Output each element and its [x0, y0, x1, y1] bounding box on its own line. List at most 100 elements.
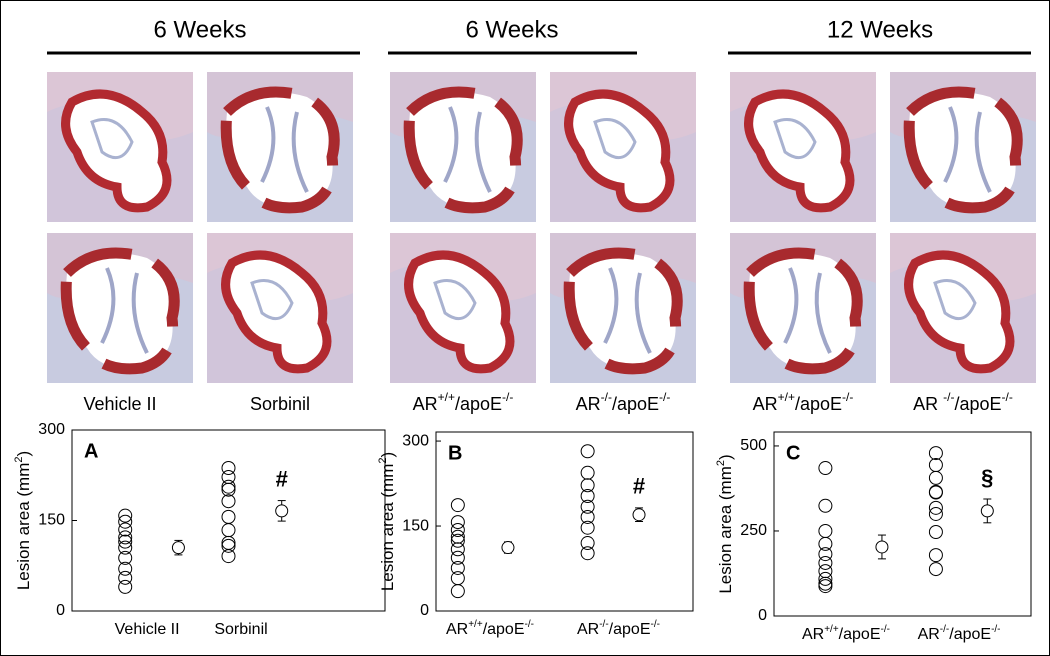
- text-part: AR: [446, 621, 468, 638]
- text-part: ): [378, 452, 397, 458]
- text-part: /apoE: [839, 626, 881, 643]
- mean-marker: [875, 540, 889, 554]
- data-point: [818, 564, 833, 579]
- superscript: -/-: [525, 619, 534, 630]
- text-part: Vehicle II: [115, 621, 180, 638]
- plot-frame: [773, 431, 1032, 617]
- superscript: +/+: [824, 624, 839, 635]
- text-part: AR: [753, 394, 778, 414]
- y-axis-label: Lesion area (mm2): [715, 454, 736, 593]
- superscript: 2: [715, 460, 727, 466]
- y-tick-label: 500: [740, 437, 767, 454]
- data-point: [450, 571, 465, 586]
- y-tick-label: 150: [38, 512, 65, 529]
- significance-mark: #: [633, 474, 645, 499]
- text-part: Lesion area (mm: [14, 463, 33, 591]
- caption: Vehicle II: [83, 394, 156, 414]
- x-tick-label: AR+/+/apoE-/-: [802, 624, 890, 643]
- superscript: -/-: [601, 390, 612, 404]
- text-part: ): [716, 454, 735, 460]
- data-point: [118, 522, 133, 537]
- text-part: /apoE: [609, 621, 651, 638]
- y-tick-label: 0: [56, 602, 65, 619]
- panel-label: A: [84, 440, 98, 462]
- data-point: [221, 482, 236, 497]
- data-point: [118, 561, 133, 576]
- x-tick-label: Sorbinil: [214, 621, 267, 638]
- micrograph: [890, 233, 1036, 383]
- x-tick-label: AR+/+/apoE-/-: [446, 619, 534, 638]
- data-point: [221, 494, 236, 509]
- y-tick-label: 300: [38, 421, 65, 438]
- superscript: -/-: [599, 619, 608, 630]
- text-part: Sorbinil: [250, 394, 310, 414]
- text-part: ): [14, 451, 33, 457]
- data-point: [118, 508, 133, 523]
- superscript: -/-: [880, 624, 889, 635]
- data-point: [928, 470, 943, 485]
- text-part: Sorbinil: [214, 621, 267, 638]
- data-point: [221, 535, 236, 550]
- significance-mark: §: [981, 465, 993, 490]
- y-tick-label: 0: [420, 602, 429, 619]
- caption: AR+/+/apoE-/-: [753, 390, 854, 414]
- mean-marker: [980, 504, 994, 518]
- text-part: /apoE: [795, 394, 842, 414]
- data-point: [450, 542, 465, 557]
- data-point: [818, 579, 833, 594]
- data-point: [118, 514, 133, 529]
- mean-marker: [501, 541, 515, 555]
- superscript: -/-: [1002, 390, 1013, 404]
- micrograph: [390, 72, 536, 222]
- data-point: [928, 457, 943, 472]
- micrograph: [550, 233, 696, 383]
- micrograph: [550, 72, 696, 222]
- text-part: AR: [413, 394, 438, 414]
- data-point: [818, 571, 833, 586]
- data-point: [221, 479, 236, 494]
- mean-marker: [275, 504, 289, 518]
- x-tick-label: AR-/-/apoE-/-: [577, 619, 660, 638]
- data-point: [450, 584, 465, 599]
- data-point: [580, 520, 595, 535]
- text-part: Vehicle II: [83, 394, 156, 414]
- header: 12 Weeks: [827, 16, 933, 43]
- text-part: /apoE: [954, 394, 1001, 414]
- text-part: Lesion area (mm: [716, 466, 735, 594]
- data-point: [221, 549, 236, 564]
- text-part: /apoE: [949, 626, 991, 643]
- text-part: Lesion area (mm: [378, 464, 397, 592]
- superscript: -/-: [659, 390, 670, 404]
- data-point: [118, 550, 133, 565]
- data-point: [580, 546, 595, 561]
- text-part: /apoE: [483, 621, 525, 638]
- x-tick-label: Vehicle II: [115, 621, 180, 638]
- data-point: [580, 478, 595, 493]
- data-point: [450, 550, 465, 565]
- text-part: AR: [802, 626, 824, 643]
- superscript: +/+: [438, 390, 455, 404]
- data-point: [221, 461, 236, 476]
- micrograph: [890, 72, 1036, 222]
- data-point: [450, 522, 465, 537]
- data-point: [818, 536, 833, 551]
- y-tick-label: 0: [758, 607, 767, 624]
- headers: 6 Weeks 6 Weeks 12 Weeks: [47, 16, 1031, 55]
- data-point: [818, 555, 833, 570]
- data-point: [580, 444, 595, 459]
- superscript: +/+: [468, 619, 483, 630]
- y-tick-label: 250: [740, 522, 767, 539]
- data-point: [221, 523, 236, 538]
- header: 6 Weeks: [466, 16, 559, 43]
- data-point: [928, 548, 943, 563]
- header: 6 Weeks: [154, 16, 247, 43]
- micrograph: [47, 72, 193, 222]
- superscript: -/-: [940, 624, 949, 635]
- caption: AR -/-/apoE-/-: [913, 390, 1013, 414]
- data-point: [118, 579, 133, 594]
- data-point: [818, 498, 833, 513]
- superscript: -/-: [842, 390, 853, 404]
- data-point: [818, 547, 833, 562]
- superscript: 2: [377, 457, 389, 463]
